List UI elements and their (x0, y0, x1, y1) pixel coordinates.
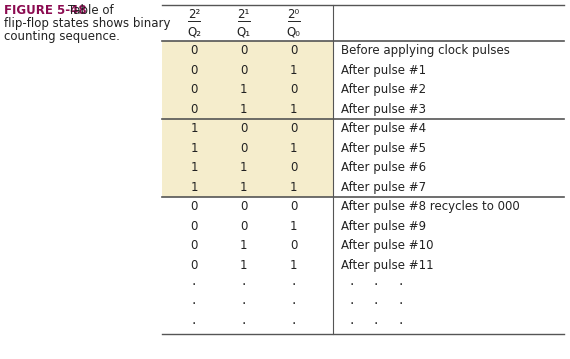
Text: ·: · (192, 278, 196, 292)
Text: ·: · (242, 278, 246, 292)
Text: Q₀: Q₀ (287, 25, 300, 38)
Bar (162, 119, 333, 197)
Text: 1: 1 (240, 103, 247, 116)
Text: ·: · (349, 317, 353, 331)
Text: Q₁: Q₁ (237, 25, 251, 38)
Text: 1: 1 (190, 161, 198, 174)
Text: ·: · (374, 278, 378, 292)
Text: ·: · (399, 317, 403, 331)
Text: 1: 1 (190, 142, 198, 155)
Text: 1: 1 (190, 122, 198, 135)
Text: 0: 0 (240, 220, 247, 233)
Text: After pulse #1: After pulse #1 (341, 64, 426, 77)
Text: ·: · (374, 317, 378, 331)
Text: 0: 0 (190, 200, 198, 213)
Text: After pulse #9: After pulse #9 (341, 220, 426, 233)
Text: ·: · (192, 297, 196, 311)
Text: ·: · (349, 297, 353, 311)
Text: After pulse #5: After pulse #5 (341, 142, 426, 155)
Text: ·: · (242, 297, 246, 311)
Text: 0: 0 (190, 83, 198, 96)
Text: Before applying clock pulses: Before applying clock pulses (341, 44, 510, 57)
Text: 1: 1 (240, 83, 247, 96)
Text: 1: 1 (240, 239, 247, 252)
Text: 1: 1 (290, 103, 298, 116)
Text: After pulse #2: After pulse #2 (341, 83, 426, 96)
Text: ·: · (291, 297, 296, 311)
Text: After pulse #8 recycles to 000: After pulse #8 recycles to 000 (341, 200, 520, 213)
Text: After pulse #7: After pulse #7 (341, 181, 426, 194)
Bar (162, 41, 333, 119)
Text: 1: 1 (240, 259, 247, 272)
Text: 0: 0 (240, 200, 247, 213)
Text: 1: 1 (290, 142, 298, 155)
Text: 0: 0 (290, 44, 297, 57)
Text: 0: 0 (290, 83, 297, 96)
Text: ·: · (374, 297, 378, 311)
Text: ·: · (291, 278, 296, 292)
Text: 0: 0 (190, 44, 198, 57)
Text: 0: 0 (190, 103, 198, 116)
Text: 2¹: 2¹ (238, 8, 250, 20)
Text: 1: 1 (240, 181, 247, 194)
Text: 0: 0 (290, 122, 297, 135)
Text: ·: · (399, 297, 403, 311)
Text: 0: 0 (190, 64, 198, 77)
Text: 1: 1 (290, 220, 298, 233)
Text: Table of: Table of (68, 4, 113, 17)
Text: 0: 0 (240, 64, 247, 77)
Text: After pulse #3: After pulse #3 (341, 103, 426, 116)
Text: After pulse #10: After pulse #10 (341, 239, 434, 252)
Text: ·: · (192, 317, 196, 331)
Text: ·: · (399, 278, 403, 292)
Text: 2²: 2² (188, 8, 200, 20)
Text: 2⁰: 2⁰ (287, 8, 300, 20)
Text: 0: 0 (240, 142, 247, 155)
Text: 0: 0 (190, 220, 198, 233)
Text: After pulse #11: After pulse #11 (341, 259, 434, 272)
Text: 0: 0 (190, 239, 198, 252)
Text: flip-flop states shows binary: flip-flop states shows binary (4, 17, 170, 30)
Text: 1: 1 (290, 64, 298, 77)
Text: 0: 0 (240, 122, 247, 135)
Text: FIGURE 5-48: FIGURE 5-48 (4, 4, 87, 17)
Text: 1: 1 (290, 181, 298, 194)
Text: ·: · (242, 317, 246, 331)
Text: 0: 0 (290, 200, 297, 213)
Text: 0: 0 (190, 259, 198, 272)
Text: After pulse #6: After pulse #6 (341, 161, 426, 174)
Text: 0: 0 (290, 239, 297, 252)
Text: 1: 1 (290, 259, 298, 272)
Text: 1: 1 (190, 181, 198, 194)
Text: counting sequence.: counting sequence. (4, 30, 120, 43)
Text: Q₂: Q₂ (187, 25, 201, 38)
Text: 1: 1 (240, 161, 247, 174)
Text: ·: · (291, 317, 296, 331)
Text: After pulse #4: After pulse #4 (341, 122, 426, 135)
Text: 0: 0 (240, 44, 247, 57)
Text: 0: 0 (290, 161, 297, 174)
Text: ·: · (349, 278, 353, 292)
